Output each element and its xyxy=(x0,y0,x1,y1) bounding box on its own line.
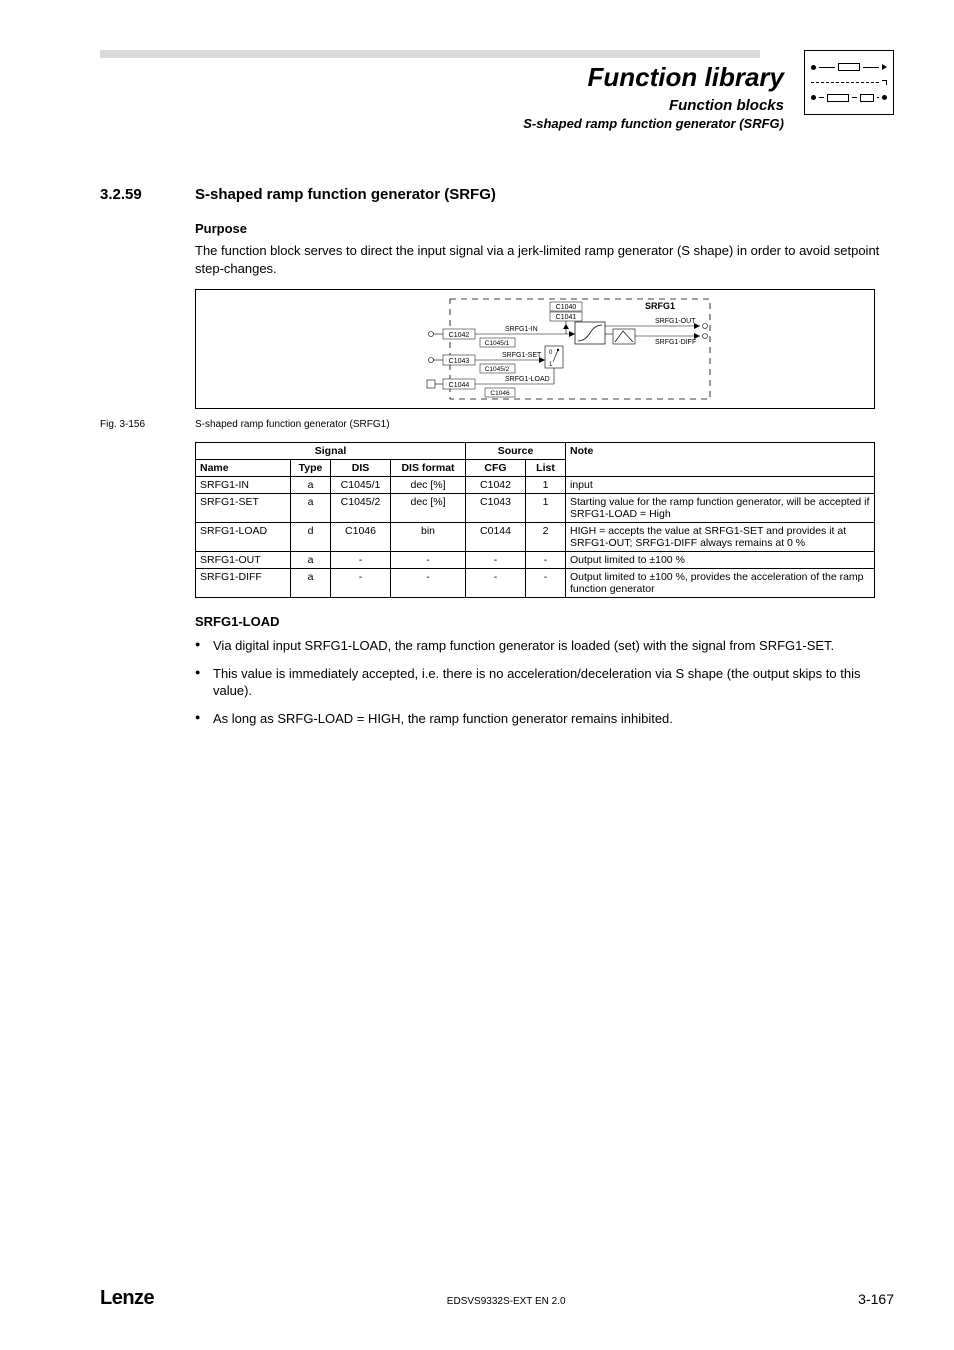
table-row: SRFG1-SETaC1045/2dec [%]C10431Starting v… xyxy=(196,494,875,523)
cell-list: 1 xyxy=(526,477,566,494)
cell-note: Output limited to ±100 %, provides the a… xyxy=(566,569,875,598)
table-header-list: List xyxy=(526,460,566,477)
load-heading: SRFG1-LOAD xyxy=(195,614,894,629)
cell-dis: C1046 xyxy=(331,523,391,552)
diagram-input-code-0: C1042 xyxy=(449,332,470,339)
page-footer: Lenze EDSVS9332S-EXT EN 2.0 3-167 xyxy=(100,1287,894,1310)
table-group-source: Source xyxy=(466,443,566,460)
cell-cfg: - xyxy=(466,552,526,569)
cell-list: - xyxy=(526,569,566,598)
table-header-dis: DIS xyxy=(331,460,391,477)
cell-dis: C1045/1 xyxy=(331,477,391,494)
header-subtitle-1: Function blocks xyxy=(100,97,784,114)
cell-cfg: C0144 xyxy=(466,523,526,552)
table-row: SRFG1-DIFFa----Output limited to ±100 %,… xyxy=(196,569,875,598)
diagram-code-c1040: C1040 xyxy=(556,304,577,311)
cell-dis: - xyxy=(331,569,391,598)
cell-note: Output limited to ±100 % xyxy=(566,552,875,569)
cell-type: d xyxy=(291,523,331,552)
purpose-heading: Purpose xyxy=(195,221,894,236)
diagram-output-label-1: SRFG1-DIFF xyxy=(655,339,696,346)
footer-doc-id: EDSVS9332S-EXT EN 2.0 xyxy=(447,1296,566,1307)
diagram-input-label-0: SRFG1-IN xyxy=(505,326,538,333)
cell-name: SRFG1-SET xyxy=(196,494,291,523)
diagram-input-code-1: C1043 xyxy=(449,358,470,365)
page-header: Function library Function blocks S-shape… xyxy=(100,50,894,131)
diagram-block-label: SRFG1 xyxy=(645,301,675,311)
cell-cfg: C1043 xyxy=(466,494,526,523)
table-header-disformat: DIS format xyxy=(391,460,466,477)
section-title: S-shaped ramp function generator (SRFG) xyxy=(195,186,496,203)
diagram-code-c1041: C1041 xyxy=(556,314,577,321)
diagram-input-label-2: SRFG1-LOAD xyxy=(505,376,550,383)
cell-disformat: - xyxy=(391,569,466,598)
cell-note: input xyxy=(566,477,875,494)
header-subtitle-2: S-shaped ramp function generator (SRFG) xyxy=(100,116,784,131)
diagram-input-sub-0: C1045/1 xyxy=(485,340,510,347)
cell-disformat: dec [%] xyxy=(391,477,466,494)
diagram-input-sub-1: C1045/2 xyxy=(485,366,510,373)
block-diagram: C1040 C1041 SRFG1 C1042 SRFG1-IN C1045/1 xyxy=(195,289,875,409)
table-row: SRFG1-INaC1045/1dec [%]C10421input xyxy=(196,477,875,494)
cell-name: SRFG1-DIFF xyxy=(196,569,291,598)
diagram-output-label-0: SRFG1-OUT xyxy=(655,318,696,325)
cell-name: SRFG1-LOAD xyxy=(196,523,291,552)
section-heading: 3.2.59 S-shaped ramp function generator … xyxy=(100,186,894,203)
cell-cfg: C1042 xyxy=(466,477,526,494)
table-header-name: Name xyxy=(196,460,291,477)
cell-list: 1 xyxy=(526,494,566,523)
cell-list: - xyxy=(526,552,566,569)
figure-caption: S-shaped ramp function generator (SRFG1) xyxy=(195,419,390,430)
signal-table: Signal Source Note Name Type DIS DIS for… xyxy=(195,442,875,598)
load-bullets: Via digital input SRFG1-LOAD, the ramp f… xyxy=(195,637,894,727)
cell-list: 2 xyxy=(526,523,566,552)
list-item: As long as SRFG-LOAD = HIGH, the ramp fu… xyxy=(195,710,894,728)
cell-type: a xyxy=(291,569,331,598)
table-row: SRFG1-OUTa----Output limited to ±100 % xyxy=(196,552,875,569)
footer-brand: Lenze xyxy=(100,1287,154,1310)
cell-dis: C1045/2 xyxy=(331,494,391,523)
cell-type: a xyxy=(291,552,331,569)
function-block-icon xyxy=(804,50,894,115)
cell-type: a xyxy=(291,494,331,523)
cell-disformat: dec [%] xyxy=(391,494,466,523)
footer-page-number: 3-167 xyxy=(858,1291,894,1307)
cell-note: Starting value for the ramp function gen… xyxy=(566,494,875,523)
cell-note: HIGH = accepts the value at SRFG1-SET an… xyxy=(566,523,875,552)
cell-type: a xyxy=(291,477,331,494)
cell-disformat: - xyxy=(391,552,466,569)
cell-cfg: - xyxy=(466,569,526,598)
table-row: SRFG1-LOADdC1046binC01442HIGH = accepts … xyxy=(196,523,875,552)
cell-dis: - xyxy=(331,552,391,569)
table-group-note: Note xyxy=(566,443,875,477)
purpose-text: The function block serves to direct the … xyxy=(195,242,894,277)
figure-label: Fig. 3-156 xyxy=(100,419,195,430)
diagram-input-label-1: SRFG1-SET xyxy=(502,352,542,359)
cell-name: SRFG1-IN xyxy=(196,477,291,494)
cell-name: SRFG1-OUT xyxy=(196,552,291,569)
section-number: 3.2.59 xyxy=(100,186,195,203)
cell-disformat: bin xyxy=(391,523,466,552)
table-header-type: Type xyxy=(291,460,331,477)
header-title: Function library xyxy=(100,62,784,93)
table-header-cfg: CFG xyxy=(466,460,526,477)
diagram-input-code-2: C1044 xyxy=(449,382,470,389)
list-item: This value is immediately accepted, i.e.… xyxy=(195,665,894,700)
diagram-input-sub-2: C1046 xyxy=(490,390,510,397)
header-band xyxy=(100,50,760,58)
list-item: Via digital input SRFG1-LOAD, the ramp f… xyxy=(195,637,894,655)
table-group-signal: Signal xyxy=(196,443,466,460)
